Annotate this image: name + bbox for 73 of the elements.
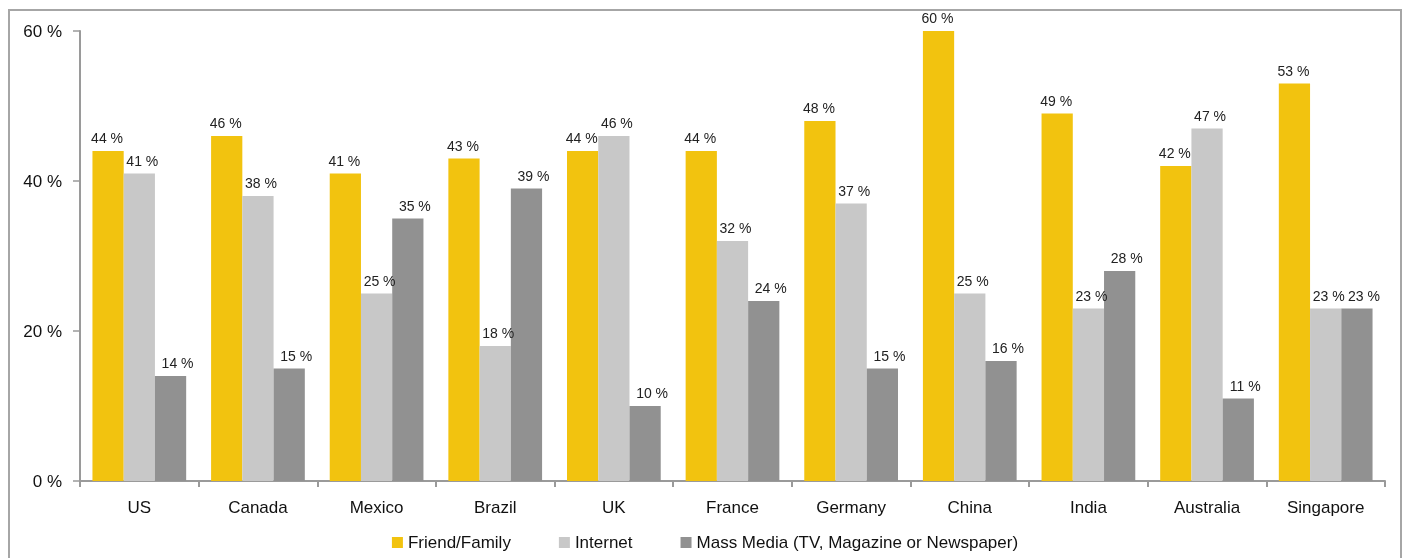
data-label: 60 % <box>921 10 954 26</box>
data-label: 18 % <box>482 325 515 341</box>
data-label: 44 % <box>565 130 598 146</box>
data-label: 23 % <box>1075 287 1108 304</box>
data-label: 23 % <box>1312 287 1345 304</box>
data-label: 23 % <box>1347 287 1380 304</box>
data-label: 16 % <box>992 340 1024 356</box>
data-label: 38 % <box>244 175 277 191</box>
legend-label: Friend/Family <box>407 533 512 552</box>
x-tick-label: Germany <box>816 498 887 517</box>
bar <box>211 136 243 481</box>
bar <box>598 136 630 481</box>
data-label: 46 % <box>209 115 242 131</box>
data-label: 37 % <box>838 182 871 199</box>
bar <box>835 203 867 481</box>
legend-label: Mass Media (TV, Magazine or Newspaper) <box>696 533 1019 552</box>
x-tick-label: Canada <box>228 498 289 517</box>
data-label: 25 % <box>363 272 396 289</box>
y-tick-label: 0 % <box>32 471 62 491</box>
data-label: 44 % <box>684 130 717 146</box>
bar <box>567 151 599 481</box>
bar <box>360 293 393 481</box>
data-label: 11 % <box>1229 377 1261 394</box>
bar <box>804 121 836 481</box>
data-label: 25 % <box>956 272 989 289</box>
data-label: 53 % <box>1277 62 1310 79</box>
x-tick-label: Australia <box>1173 498 1241 517</box>
data-label: 28 % <box>1110 250 1143 266</box>
x-tick-label: France <box>706 498 759 517</box>
bar <box>1278 83 1311 481</box>
bar <box>92 151 124 481</box>
data-label: 44 % <box>91 130 124 146</box>
bar <box>448 158 480 481</box>
legend-label: Internet <box>574 533 633 552</box>
y-tick-label: 20 % <box>23 321 62 341</box>
bar <box>685 151 717 481</box>
data-label: 35 % <box>398 197 431 214</box>
x-tick-label: China <box>947 498 993 517</box>
data-label: 42 % <box>1158 145 1191 161</box>
data-label: 46 % <box>600 115 633 131</box>
data-label: 47 % <box>1194 107 1227 124</box>
bar <box>123 173 155 481</box>
data-label: 43 % <box>447 137 479 154</box>
bar <box>954 293 986 481</box>
bar <box>1041 113 1073 481</box>
bar <box>1072 308 1105 481</box>
data-label: 10 % <box>636 385 669 401</box>
x-tick-label: Singapore <box>1286 498 1365 517</box>
bar <box>329 173 361 481</box>
bar <box>1160 166 1192 481</box>
data-label: 15 % <box>873 347 906 364</box>
bar <box>479 346 511 481</box>
x-tick-label: Mexico <box>349 498 404 517</box>
data-label: 15 % <box>280 347 313 364</box>
x-tick-label: India <box>1069 498 1108 517</box>
y-tick-label: 60 % <box>23 21 62 41</box>
bar <box>716 241 749 481</box>
data-label: 39 % <box>517 167 550 184</box>
data-label: 24 % <box>754 280 787 296</box>
data-label: 49 % <box>1040 92 1073 109</box>
bar <box>1191 128 1223 481</box>
x-tick-label: US <box>127 498 152 517</box>
bar <box>922 31 955 481</box>
x-tick-label: UK <box>602 498 627 517</box>
x-tick-label: Brazil <box>473 498 517 517</box>
bar <box>1310 308 1342 481</box>
data-label: 14 % <box>161 355 194 371</box>
y-tick-label: 40 % <box>23 171 62 191</box>
data-label: 41 % <box>328 152 361 169</box>
bar <box>242 196 274 481</box>
data-label: 41 % <box>126 152 159 169</box>
data-label: 48 % <box>802 100 835 116</box>
data-label: 32 % <box>719 220 752 236</box>
